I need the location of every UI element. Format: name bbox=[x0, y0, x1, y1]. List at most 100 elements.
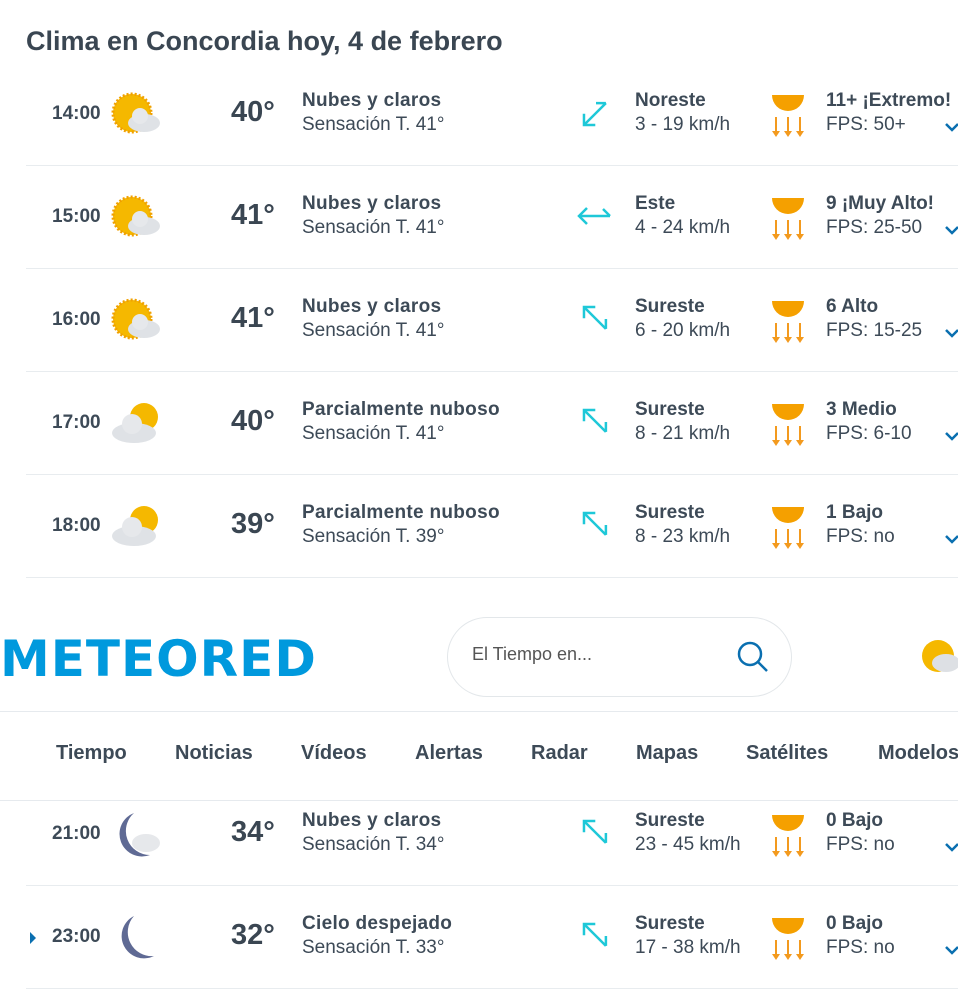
condition: Nubes y claros bbox=[302, 810, 442, 831]
nav-satelites[interactable]: Satélites bbox=[746, 742, 829, 764]
hour: 16:00 bbox=[52, 309, 101, 330]
wind-speed: 17 - 38 km/h bbox=[635, 937, 741, 958]
wind-arrow-icon bbox=[582, 511, 608, 536]
fps-value: FPS: 15-25 bbox=[826, 320, 923, 341]
wind-speed: 8 - 23 km/h bbox=[635, 526, 731, 547]
search-input[interactable] bbox=[472, 644, 712, 665]
uv-sun-icon bbox=[772, 95, 804, 137]
wind-direction: Sureste bbox=[635, 296, 705, 317]
wind-arrow-icon bbox=[582, 922, 608, 947]
temperature: 39° bbox=[231, 508, 275, 540]
nav-videos[interactable]: Vídeos bbox=[301, 742, 367, 764]
condition: Nubes y claros bbox=[302, 90, 442, 111]
nav-noticias[interactable]: Noticias bbox=[175, 742, 253, 764]
cloud-sun-icon bbox=[110, 400, 162, 448]
wind-direction: Sureste bbox=[635, 913, 705, 934]
chevron-down-icon[interactable] bbox=[944, 944, 958, 956]
chevron-down-icon[interactable] bbox=[944, 430, 958, 442]
nav-tiempo[interactable]: Tiempo bbox=[56, 742, 127, 764]
uv-index: 3 Medio bbox=[826, 399, 897, 420]
feels-like: Sensación T. 41° bbox=[302, 423, 445, 444]
nav-modelos[interactable]: Modelos bbox=[878, 742, 958, 764]
feels-like: Sensación T. 41° bbox=[302, 114, 445, 135]
hourly-row[interactable]: 23:00 32° Cielo despejado Sensación T. 3… bbox=[26, 886, 958, 989]
wind-arrow-icon bbox=[582, 819, 608, 844]
fps-value: FPS: no bbox=[826, 937, 895, 958]
moon-cloud-icon bbox=[110, 811, 162, 859]
uv-index: 6 Alto bbox=[826, 296, 879, 317]
chevron-down-icon[interactable] bbox=[944, 327, 958, 339]
search-box[interactable] bbox=[447, 617, 792, 697]
feels-like: Sensación T. 41° bbox=[302, 217, 445, 238]
temperature: 34° bbox=[231, 816, 275, 848]
uv-sun-icon bbox=[772, 404, 804, 446]
hourly-row[interactable]: 15:00 41° Nubes y claros Sensación T. 41… bbox=[26, 166, 958, 269]
uv-sun-icon bbox=[772, 301, 804, 343]
temperature: 40° bbox=[231, 405, 275, 437]
feels-like: Sensación T. 41° bbox=[302, 320, 445, 341]
search-icon[interactable] bbox=[736, 640, 770, 674]
cloud-sun-icon bbox=[110, 503, 162, 551]
hour: 18:00 bbox=[52, 515, 101, 536]
uv-sun-icon bbox=[772, 507, 804, 549]
hourly-row[interactable]: 18:00 39° Parcialmente nuboso Sensación … bbox=[26, 475, 958, 578]
condition: Nubes y claros bbox=[302, 296, 442, 317]
wind-arrow-icon bbox=[582, 408, 608, 433]
condition: Parcialmente nuboso bbox=[302, 502, 500, 523]
wind-speed: 3 - 19 km/h bbox=[635, 114, 731, 135]
nav-alertas[interactable]: Alertas bbox=[415, 742, 483, 764]
hour: 14:00 bbox=[52, 103, 101, 124]
fps-value: FPS: 50+ bbox=[826, 114, 906, 135]
hourly-row[interactable]: 17:00 40° Parcialmente nuboso Sensación … bbox=[26, 372, 958, 475]
uv-sun-icon bbox=[772, 815, 804, 857]
uv-index: 0 Bajo bbox=[826, 810, 884, 831]
moon-icon bbox=[110, 914, 162, 962]
fps-value: FPS: no bbox=[826, 834, 895, 855]
feels-like: Sensación T. 34° bbox=[302, 834, 445, 855]
nav-radar[interactable]: Radar bbox=[531, 742, 588, 764]
sun-cloud-icon bbox=[110, 194, 162, 242]
hourly-row[interactable]: 21:00 34° Nubes y claros Sensación T. 34… bbox=[26, 783, 958, 886]
nav-mapas[interactable]: Mapas bbox=[636, 742, 699, 764]
chevron-down-icon[interactable] bbox=[944, 224, 958, 236]
uv-index: 11+ ¡Extremo! bbox=[826, 90, 952, 111]
condition: Nubes y claros bbox=[302, 193, 442, 214]
uv-sun-icon bbox=[772, 918, 804, 960]
wind-direction: Sureste bbox=[635, 502, 705, 523]
wind-speed: 8 - 21 km/h bbox=[635, 423, 731, 444]
hour: 17:00 bbox=[52, 412, 101, 433]
fps-value: FPS: 25-50 bbox=[826, 217, 923, 238]
uv-index: 1 Bajo bbox=[826, 502, 884, 523]
hourly-row[interactable]: 14:00 40° Nubes y claros Sensación T. 41… bbox=[26, 63, 958, 166]
wind-direction: Noreste bbox=[635, 90, 706, 111]
temperature: 40° bbox=[231, 96, 275, 128]
temperature: 41° bbox=[231, 199, 275, 231]
wind-arrow-icon bbox=[582, 305, 608, 330]
feels-like: Sensación T. 39° bbox=[302, 526, 445, 547]
chevron-down-icon[interactable] bbox=[944, 841, 958, 853]
site-header: METEORED bbox=[0, 600, 958, 712]
meteored-logo[interactable]: METEORED bbox=[0, 630, 317, 688]
wind-arrow-icon bbox=[577, 207, 611, 225]
wind-direction: Este bbox=[635, 193, 676, 214]
fps-value: FPS: no bbox=[826, 526, 895, 547]
page-title: Clima en Concordia hoy, 4 de febrero bbox=[26, 26, 503, 56]
wind-direction: Sureste bbox=[635, 399, 705, 420]
wind-arrow-icon bbox=[582, 101, 607, 127]
condition: Cielo despejado bbox=[302, 913, 453, 934]
hour: 21:00 bbox=[52, 823, 101, 844]
chevron-down-icon[interactable] bbox=[944, 121, 958, 133]
chevron-down-icon[interactable] bbox=[944, 533, 958, 545]
hour: 23:00 bbox=[52, 926, 101, 947]
uv-sun-icon bbox=[772, 198, 804, 240]
wind-speed: 6 - 20 km/h bbox=[635, 320, 731, 341]
caret-right-icon bbox=[30, 932, 36, 944]
main-nav: Tiempo Noticias Vídeos Alertas Radar Map… bbox=[0, 712, 958, 801]
temperature: 41° bbox=[231, 302, 275, 334]
uv-index: 9 ¡Muy Alto! bbox=[826, 193, 935, 214]
hourly-row[interactable]: 16:00 41° Nubes y claros Sensación T. 41… bbox=[26, 269, 958, 372]
sun-cloud-icon[interactable] bbox=[918, 638, 958, 678]
wind-direction: Sureste bbox=[635, 810, 705, 831]
temperature: 32° bbox=[231, 919, 275, 951]
wind-speed: 23 - 45 km/h bbox=[635, 834, 741, 855]
